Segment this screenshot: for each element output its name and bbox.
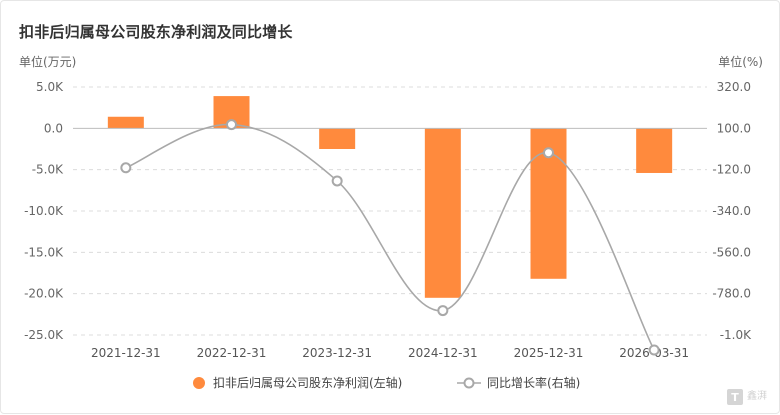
- y-right-tick-label: 100.0: [717, 121, 751, 135]
- y-right-tick-label: -560.0: [712, 245, 751, 259]
- y-left-tick-label: -25.0K: [24, 328, 64, 342]
- legend-bar-marker: [193, 377, 205, 389]
- y-right-tick-label: -340.0: [712, 204, 751, 218]
- growth-rate-point: [648, 344, 660, 356]
- y-right-tick-label: -1.0K: [720, 328, 752, 342]
- y-right-tick-label: -120.0: [712, 163, 751, 177]
- chart-title: 扣非后归属母公司股东净利润及同比增长: [19, 23, 293, 41]
- x-tick-label: 2023-12-31: [302, 346, 372, 360]
- left-axis-unit: 单位(万元): [19, 55, 77, 69]
- y-right-tick-label: -780.0: [712, 287, 751, 301]
- x-tick-label: 2022-12-31: [197, 346, 267, 360]
- y-left-tick-label: -5.0K: [32, 163, 64, 177]
- growth-rate-point: [331, 175, 343, 187]
- growth-rate-point: [226, 119, 237, 131]
- growth-rate-point: [543, 147, 554, 159]
- legend-line-label: 同比增长率(右轴): [487, 375, 580, 390]
- watermark-logo-icon: T: [727, 389, 743, 405]
- y-left-tick-label: -10.0K: [24, 204, 64, 218]
- bar: [636, 128, 673, 173]
- growth-rate-point: [120, 162, 132, 174]
- legend-line-marker: [463, 377, 475, 389]
- growth-rate-line: [125, 123, 655, 351]
- watermark: T 鑫湃: [727, 389, 767, 405]
- y-left-tick-label: 5.0K: [36, 80, 64, 94]
- y-left-tick-label: -15.0K: [24, 245, 64, 259]
- y-right-tick-label: 320.0: [717, 80, 751, 94]
- right-axis-unit: 单位(%): [718, 55, 763, 69]
- x-tick-label: 2024-12-31: [408, 346, 478, 360]
- y-left-tick-label: 0.0: [44, 121, 63, 135]
- legend-bar-label: 扣非后归属母公司股东净利润(左轴): [213, 375, 402, 390]
- bar: [424, 128, 461, 298]
- y-left-tick-label: -20.0K: [24, 287, 64, 301]
- watermark-text: 鑫湃: [747, 391, 767, 402]
- bar: [107, 116, 144, 129]
- growth-rate-point: [437, 305, 449, 317]
- x-tick-label: 2021-12-31: [91, 346, 161, 360]
- x-tick-label: 2025-12-31: [514, 346, 584, 360]
- bar: [319, 128, 356, 149]
